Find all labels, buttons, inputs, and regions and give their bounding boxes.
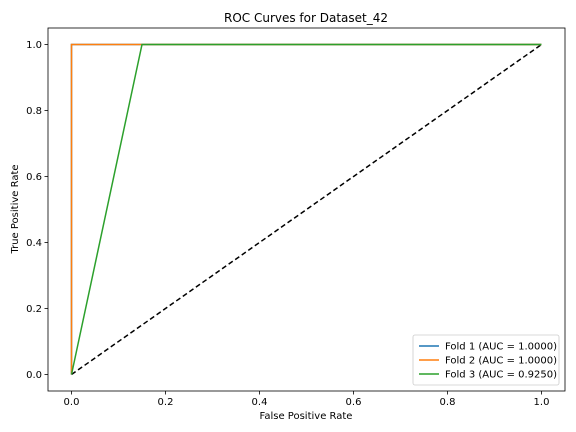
plot-area: 0.0 0.2 0.4 0.6 0.8 1.0 0.0 0.2 0.4 0.6 0.8 1.0 — [26, 27, 566, 408]
y-tick-label: 0.0 — [26, 370, 42, 381]
legend-box — [412, 334, 560, 386]
legend-entry-fold-2: Fold 2 (AUC = 1.0000) — [445, 356, 557, 367]
x-tick-label: 0.0 — [64, 397, 80, 408]
legend-entry-fold-3: Fold 3 (AUC = 0.9250) — [445, 370, 557, 381]
x-tick-label: 0.8 — [440, 397, 456, 408]
x-axis-label: False Positive Rate — [260, 411, 353, 422]
legend-entry-fold-1: Fold 1 (AUC = 1.0000) — [445, 342, 557, 353]
y-tick-label: 0.2 — [26, 304, 42, 315]
legend: Fold 1 (AUC = 1.0000) Fold 2 (AUC = 1.000… — [412, 334, 560, 386]
x-tick-label: 1.0 — [534, 397, 550, 408]
chart-title: ROC Curves for Dataset_42 — [224, 11, 388, 25]
series-line-fold-3 — [70, 43, 542, 375]
y-tick-label: 1.0 — [26, 40, 42, 51]
x-tick-label: 0.2 — [158, 397, 174, 408]
y-axis-label: True Positive Rate — [10, 164, 21, 254]
x-tick-label: 0.4 — [252, 397, 268, 408]
reference-diagonal-line — [71, 43, 542, 376]
x-tick-label: 0.6 — [346, 397, 362, 408]
plot-frame — [47, 27, 566, 392]
y-tick-label: 0.6 — [26, 172, 42, 183]
y-tick-label: 0.4 — [26, 238, 42, 249]
y-tick-label: 0.8 — [26, 106, 42, 117]
